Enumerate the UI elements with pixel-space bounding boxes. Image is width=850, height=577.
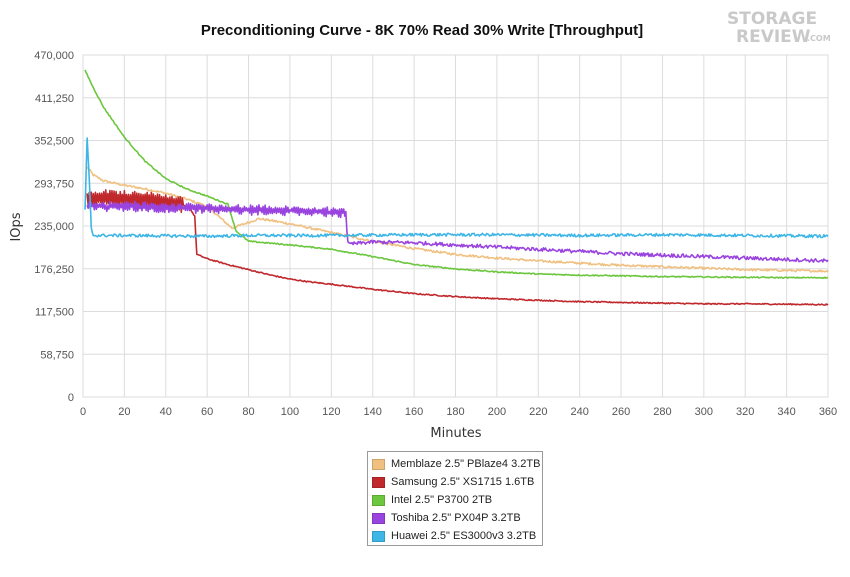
x-tick-label: 260 xyxy=(612,406,630,418)
x-tick-label: 160 xyxy=(405,406,423,418)
legend-swatch xyxy=(372,494,385,506)
x-tick-label: 240 xyxy=(570,406,588,418)
storagereview-logo: STORAGE REVIEW .COM xyxy=(727,9,831,47)
y-tick-label: 352,500 xyxy=(34,136,74,148)
logo-line2: REVIEW xyxy=(736,27,811,47)
series-line-1 xyxy=(86,189,829,306)
legend-label: Samsung 2.5" XS1715 1.6TB xyxy=(391,476,535,488)
legend-label: Intel 2.5" P3700 2TB xyxy=(391,494,493,506)
x-tick-label: 320 xyxy=(736,406,754,418)
legend-swatch xyxy=(372,458,385,470)
x-tick-label: 100 xyxy=(281,406,299,418)
x-tick-label: 0 xyxy=(80,406,86,418)
legend-label: Memblaze 2.5" PBlaze4 3.2TB xyxy=(391,458,541,470)
legend-label: Toshiba 2.5" PX04P 3.2TB xyxy=(391,512,521,524)
x-tick-label: 200 xyxy=(488,406,506,418)
series-line-3 xyxy=(86,200,829,263)
y-tick-label: 58,750 xyxy=(40,349,74,361)
legend-item-0: Memblaze 2.5" PBlaze4 3.2TB xyxy=(372,455,542,473)
y-tick-label: 0 xyxy=(68,392,74,404)
logo-line1: STORAGE xyxy=(727,9,817,29)
x-tick-label: 180 xyxy=(446,406,464,418)
y-tick-label: 293,750 xyxy=(34,178,74,190)
legend-item-4: Huawei 2.5" ES3000v3 3.2TB xyxy=(372,527,542,545)
legend-swatch xyxy=(372,530,385,542)
y-tick-label: 411,250 xyxy=(35,93,74,105)
x-tick-label: 280 xyxy=(653,406,671,418)
y-tick-label: 235,000 xyxy=(34,221,74,233)
legend-item-1: Samsung 2.5" XS1715 1.6TB xyxy=(372,473,542,491)
y-tick-label: 470,000 xyxy=(34,50,74,62)
legend-swatch xyxy=(372,512,385,524)
x-tick-label: 40 xyxy=(160,406,172,418)
legend-label: Huawei 2.5" ES3000v3 3.2TB xyxy=(391,530,537,542)
legend-item-3: Toshiba 2.5" PX04P 3.2TB xyxy=(372,509,542,527)
x-tick-label: 340 xyxy=(777,406,795,418)
y-tick-label: 176,250 xyxy=(34,264,74,276)
x-tick-label: 120 xyxy=(322,406,340,418)
legend-item-2: Intel 2.5" P3700 2TB xyxy=(372,491,542,509)
series-line-2 xyxy=(84,69,829,280)
chart-title: Preconditioning Curve - 8K 70% Read 30% … xyxy=(201,22,643,39)
x-tick-label: 80 xyxy=(242,406,254,418)
legend-swatch xyxy=(372,476,385,488)
series-line-4 xyxy=(84,137,829,239)
x-tick-label: 360 xyxy=(819,406,837,418)
legend: Memblaze 2.5" PBlaze4 3.2TB Samsung 2.5" … xyxy=(367,451,543,546)
x-tick-label: 220 xyxy=(529,406,547,418)
x-tick-label: 140 xyxy=(364,406,382,418)
y-axis-ticks: 0 58,750 117,500 176,250 235,000 293,750 352,5… xyxy=(34,50,74,404)
x-tick-label: 300 xyxy=(695,406,713,418)
y-tick-label: 117,500 xyxy=(35,307,74,319)
x-tick-label: 60 xyxy=(201,406,213,418)
x-axis-ticks: 0 20 40 60 80 100 120 140 160 180 200 220 240 260 280 3… xyxy=(80,406,837,418)
x-axis-label: Minutes xyxy=(430,426,481,441)
y-axis-label: IOps xyxy=(9,212,24,241)
x-tick-label: 20 xyxy=(118,406,130,418)
series-lines xyxy=(84,69,829,306)
logo-suffix: .COM xyxy=(807,34,831,43)
